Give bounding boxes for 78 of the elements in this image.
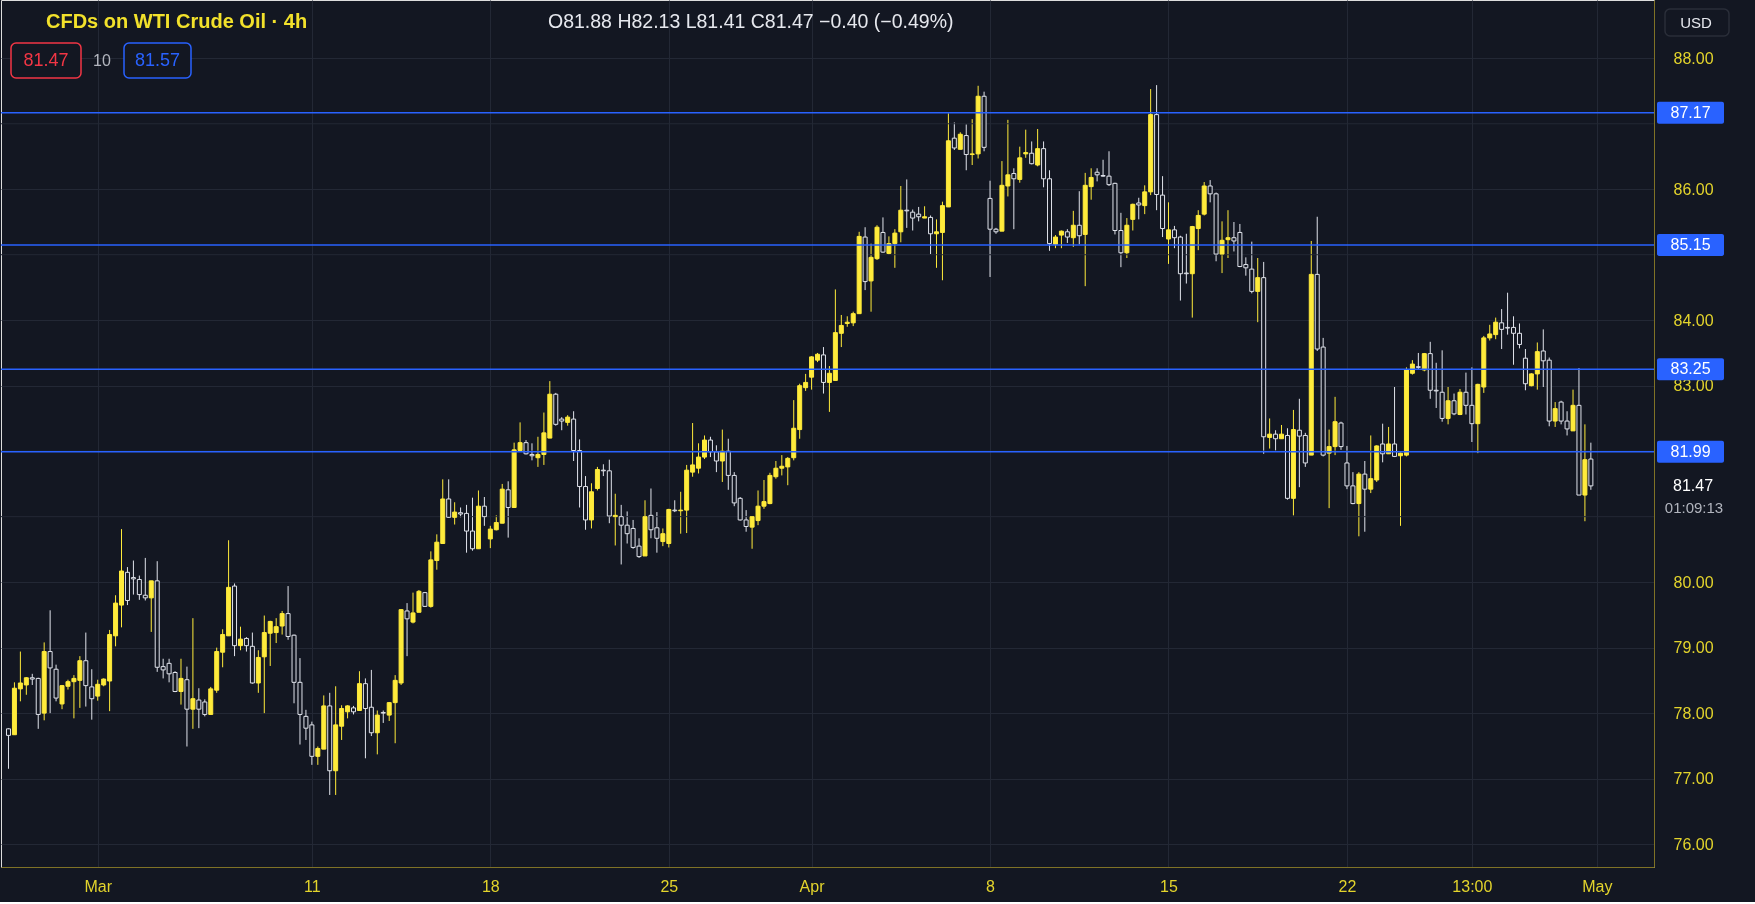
candlestick <box>1023 129 1029 159</box>
candlestick <box>1136 197 1142 220</box>
candlestick <box>951 121 957 151</box>
candlestick <box>142 557 148 601</box>
candlestick <box>178 658 184 706</box>
y-tick-label: 78.00 <box>1673 704 1714 722</box>
text: 81.47 <box>1672 477 1714 494</box>
candlestick <box>446 478 452 519</box>
x-tick-label: 15 <box>1160 877 1178 895</box>
ref-line-label: 81.99 <box>1670 442 1711 460</box>
candlestick <box>190 617 196 730</box>
annotation: 81.47 <box>23 49 69 70</box>
candlestick <box>374 709 380 755</box>
x-tick-label: May <box>1582 877 1613 895</box>
y-tick-label: 76.00 <box>1673 835 1714 853</box>
candlestick <box>148 580 154 633</box>
candlestick <box>1392 386 1398 458</box>
candlestick <box>898 185 904 243</box>
candlestick <box>713 444 719 473</box>
ref-line-label: 87.17 <box>1670 103 1711 121</box>
text: 01:09:13 <box>1664 499 1724 516</box>
candlestick <box>1362 460 1368 533</box>
candlestick <box>1225 209 1231 259</box>
y-tick-label: 80.00 <box>1673 573 1714 591</box>
candlestick <box>1249 241 1255 294</box>
y-tick-label: 84.00 <box>1673 311 1714 329</box>
candlestick <box>1552 401 1558 428</box>
candlestick <box>505 480 511 539</box>
candlestick <box>880 216 886 254</box>
x-tick-label: Mar <box>84 877 113 895</box>
candlestick <box>529 442 535 461</box>
candlestick <box>237 626 243 651</box>
annotation: 10 <box>93 51 111 69</box>
candlestick <box>904 178 910 229</box>
candlestick <box>1338 421 1344 451</box>
text: CFDs on WTI Crude Oil · 4h <box>46 10 308 32</box>
annotation: 81.57 <box>134 49 181 70</box>
y-tick-label: 86.00 <box>1673 180 1714 198</box>
ref-line-label: 83.25 <box>1670 360 1711 378</box>
x-tick-label: 25 <box>660 877 679 895</box>
candlestick <box>1273 429 1279 452</box>
candlestick <box>1035 128 1041 167</box>
text: O81.88 H82.13 L81.41 C81.47 −0.40 (−0.49%) <box>548 10 954 32</box>
candlestick <box>1070 210 1076 248</box>
candlestick <box>612 493 618 546</box>
y-tick-label: 77.00 <box>1673 770 1714 788</box>
candlestick <box>1094 167 1100 182</box>
candlestick <box>1130 203 1136 231</box>
candlestick <box>707 436 713 458</box>
x-tick-label: 8 <box>986 877 996 895</box>
candlestick <box>1017 146 1023 184</box>
text: USD <box>1680 13 1712 31</box>
candlestick <box>380 709 386 724</box>
x-tick-label: 18 <box>481 877 500 895</box>
candlestick <box>89 668 95 721</box>
x-tick-label: Apr <box>799 877 826 895</box>
candlestick <box>1076 190 1082 245</box>
candlestick <box>1255 257 1261 323</box>
candlestick <box>1267 417 1273 450</box>
y-tick-label: 79.00 <box>1673 639 1714 657</box>
candlestick <box>5 727 11 770</box>
candlestick <box>594 466 600 491</box>
candlestick <box>452 501 458 526</box>
candlestick <box>963 123 969 171</box>
candlestick <box>1457 388 1463 416</box>
candlestick <box>47 609 53 714</box>
candlestick <box>404 602 410 657</box>
candlestick <box>1011 167 1017 230</box>
x-tick-label: 13:00 <box>1452 877 1493 895</box>
x-tick-label: 11 <box>304 877 321 895</box>
candlestick <box>1445 386 1451 425</box>
candlestick <box>481 496 487 527</box>
x-tick-label: 22 <box>1338 877 1357 895</box>
candlestick <box>1219 220 1225 274</box>
y-tick-label: 88.00 <box>1673 49 1714 67</box>
candlestick <box>1166 201 1171 265</box>
ref-line-label: 85.15 <box>1670 235 1711 253</box>
candlestick <box>928 214 934 255</box>
